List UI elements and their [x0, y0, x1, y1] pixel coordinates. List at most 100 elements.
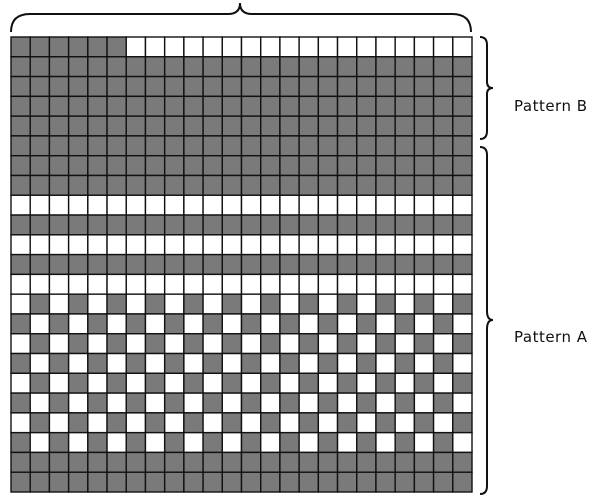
grid-cell-empty [452, 273, 473, 295]
grid-cell-filled [336, 75, 358, 98]
grid-cell-empty [432, 412, 454, 434]
grid-cell-empty [394, 234, 416, 256]
grid-cell-filled [67, 154, 89, 177]
grid-cell-filled [375, 253, 396, 276]
grid-cell-empty [356, 412, 377, 434]
grid-cell-filled [106, 372, 127, 394]
grid-cell-filled [163, 115, 185, 137]
grid-cell-filled [202, 75, 223, 98]
grid-cell-filled [240, 392, 262, 414]
grid-cell-filled [48, 214, 70, 236]
grid-cell-empty [317, 293, 339, 315]
grid-cell-filled [375, 115, 396, 137]
grid-cell-empty [394, 36, 416, 58]
grid-cell-filled [10, 75, 31, 98]
grid-cell-filled [144, 56, 166, 78]
grid-cell-empty [240, 36, 262, 58]
grid-cell-filled [163, 174, 185, 196]
grid-cell-empty [221, 431, 243, 454]
grid-cell-filled [260, 95, 281, 117]
grid-cell-empty [48, 412, 70, 434]
grid-cell-filled [125, 253, 147, 276]
grid-cell-filled [240, 95, 262, 117]
grid-cell-filled [356, 471, 377, 493]
grid-cell-filled [163, 313, 185, 335]
grid-cell-filled [29, 412, 51, 434]
grid-cell-empty [144, 392, 166, 414]
grid-cell-empty [202, 36, 223, 58]
top-bracket [10, 2, 472, 33]
grid-cell-filled [452, 135, 473, 157]
grid-cell-filled [67, 471, 89, 493]
grid-cell-filled [29, 95, 51, 117]
grid-cell-filled [163, 95, 185, 117]
grid-cell-empty [106, 313, 127, 335]
grid-cell-empty [298, 273, 320, 295]
grid-cell-filled [279, 352, 300, 374]
grid-cell-filled [279, 95, 300, 117]
grid-cell-filled [279, 451, 300, 473]
grid-cell-filled [163, 75, 185, 98]
grid-cell-filled [202, 115, 223, 137]
grid-cell-filled [183, 56, 204, 78]
grid-cell-empty [356, 333, 377, 355]
grid-cell-empty [240, 333, 262, 355]
grid-cell-filled [29, 56, 51, 78]
grid-cell-filled [106, 471, 127, 493]
grid-cell-filled [317, 174, 339, 196]
grid-cell-filled [87, 75, 108, 98]
grid-cell-empty [356, 372, 377, 394]
grid-cell-filled [144, 214, 166, 236]
grid-cell-filled [298, 372, 320, 394]
grid-cell-empty [317, 412, 339, 434]
grid-cell-filled [452, 471, 473, 493]
grid-cell-filled [67, 214, 89, 236]
grid-cell-filled [125, 95, 147, 117]
grid-cell-empty [413, 194, 435, 216]
grid-cell-empty [317, 194, 339, 216]
grid-cell-filled [240, 75, 262, 98]
grid-cell-filled [375, 56, 396, 78]
grid-cell-filled [106, 214, 127, 236]
grid-cell-filled [183, 115, 204, 137]
grid-cell-filled [279, 115, 300, 137]
grid-cell-filled [356, 253, 377, 276]
grid-cell-empty [317, 372, 339, 394]
grid-cell-filled [221, 293, 243, 315]
grid-cell-filled [29, 253, 51, 276]
grid-cell-empty [298, 234, 320, 256]
grid-cell-empty [279, 234, 300, 256]
grid-cell-empty [87, 234, 108, 256]
grid-cell-filled [48, 431, 70, 454]
grid-cell-filled [29, 372, 51, 394]
grid-cell-filled [221, 412, 243, 434]
grid-cell-filled [356, 115, 377, 137]
grid-cell-empty [279, 333, 300, 355]
grid-cell-filled [298, 412, 320, 434]
grid-cell-filled [298, 253, 320, 276]
grid-cell-filled [260, 214, 281, 236]
grid-cell-filled [317, 471, 339, 493]
grid-cell-filled [221, 56, 243, 78]
grid-cell-filled [125, 154, 147, 177]
grid-cell-empty [394, 372, 416, 394]
grid-cell-filled [279, 392, 300, 414]
grid-cell-filled [260, 471, 281, 493]
grid-cell-filled [67, 333, 89, 355]
grid-cell-empty [106, 273, 127, 295]
grid-cell-filled [317, 75, 339, 98]
grid-cell-empty [144, 194, 166, 216]
grid-cell-filled [260, 253, 281, 276]
grid-cell-filled [279, 56, 300, 78]
grid-cell-filled [298, 174, 320, 196]
grid-cell-filled [317, 56, 339, 78]
grid-cell-filled [183, 372, 204, 394]
grid-cell-filled [432, 56, 454, 78]
grid-cell-filled [240, 115, 262, 137]
grid-cell-filled [183, 75, 204, 98]
grid-cell-filled [413, 372, 435, 394]
grid-cell-filled [183, 333, 204, 355]
grid-cell-filled [48, 352, 70, 374]
grid-cell-filled [125, 56, 147, 78]
grid-cell-filled [452, 214, 473, 236]
